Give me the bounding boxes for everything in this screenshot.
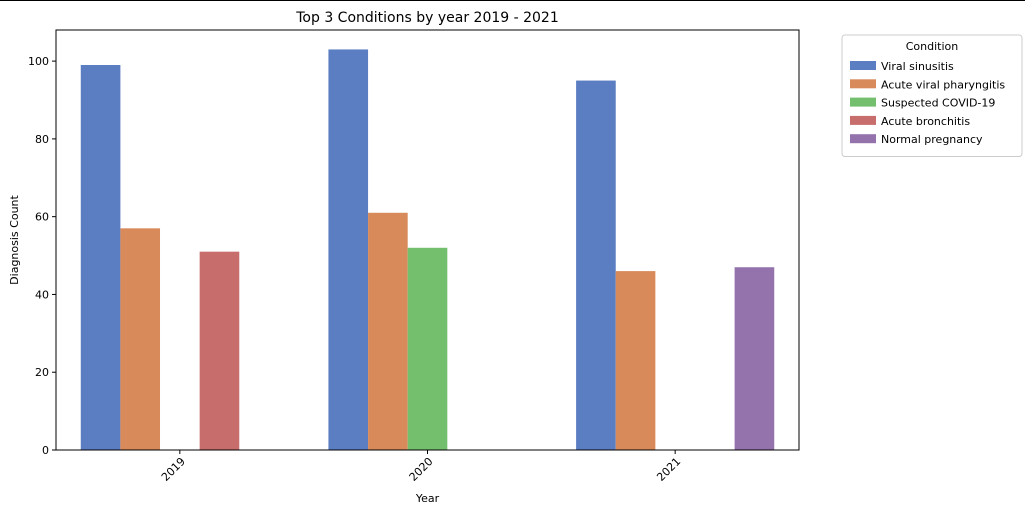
y-tick-label: 40 [35,288,49,301]
legend-swatch [850,115,876,125]
y-tick-label: 100 [28,55,49,68]
legend-entry-label: Normal pregnancy [881,133,983,146]
legend-entry-label: Acute viral pharyngitis [881,78,1005,91]
legend-entry-label: Acute bronchitis [881,115,970,128]
x-axis-label: Year [415,492,440,505]
bar-acute-viral-pharyngitis-2020 [368,212,408,450]
bar-acute-viral-pharyngitis-2021 [615,271,656,450]
bar-acute-viral-pharyngitis-2019 [120,228,161,450]
legend-swatch [850,61,876,70]
x-tick-label: 2019 [159,455,188,484]
bar-viral-sinusitis-2021 [576,80,616,450]
y-tick-label: 0 [42,444,49,457]
x-tick-label: 2020 [407,455,436,484]
legend-title: Condition [906,40,959,53]
legend-swatch [850,79,876,89]
bar-viral-sinusitis-2019 [80,65,121,450]
bar-viral-sinusitis-2020 [328,49,369,450]
legend-swatch [850,134,876,144]
y-axis-label: Diagnosis Count [8,195,21,285]
x-tick-label: 2021 [654,455,683,484]
legend-entry-label: Viral sinusitis [881,60,954,73]
legend-box [841,34,1023,157]
legend-swatch [850,97,876,107]
chart-title: Top 3 Conditions by year 2019 - 2021 [295,10,559,26]
legend: Condition Viral sinusitis Acute viral pha… [841,34,1023,157]
bar-normal-pregnancy-2021 [734,267,775,450]
bar-acute-bronchitis-2019 [199,251,240,450]
bar-suspected-covid-19-2020 [407,247,448,450]
y-tick-label: 80 [35,133,49,146]
y-tick-label: 60 [35,211,49,224]
legend-entry-label: Suspected COVID-19 [881,97,995,110]
plot-area: 0 20 40 60 80 100 2019 2020 2021 [28,29,800,484]
y-tick-label: 20 [35,366,49,379]
